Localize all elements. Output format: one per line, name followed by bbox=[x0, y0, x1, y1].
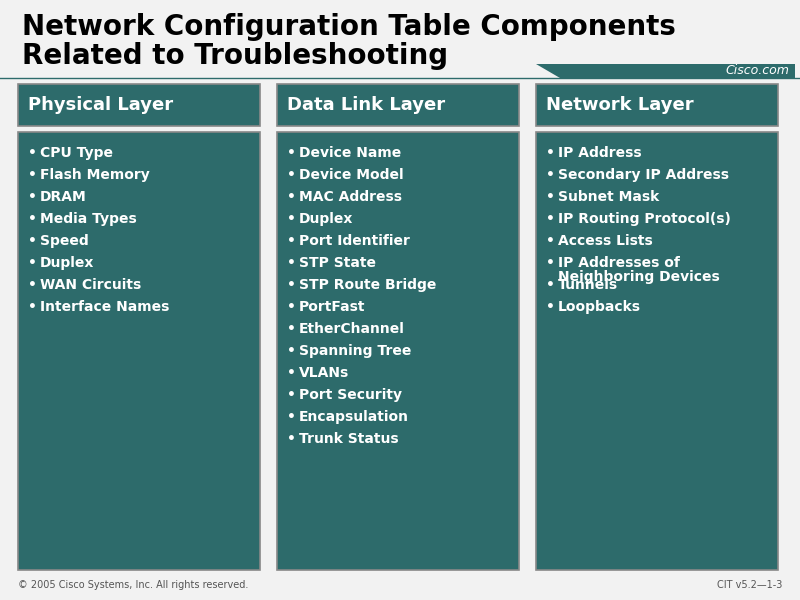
Text: •: • bbox=[546, 234, 555, 248]
Text: STP Route Bridge: STP Route Bridge bbox=[299, 278, 436, 292]
Text: Tunnels: Tunnels bbox=[558, 278, 618, 292]
Text: Data Link Layer: Data Link Layer bbox=[287, 96, 445, 114]
Text: Cisco.com: Cisco.com bbox=[725, 64, 789, 77]
Text: PortFast: PortFast bbox=[299, 300, 366, 314]
FancyBboxPatch shape bbox=[536, 84, 778, 126]
Text: Port Identifier: Port Identifier bbox=[299, 234, 410, 248]
Text: •: • bbox=[28, 234, 37, 248]
Text: •: • bbox=[28, 190, 37, 204]
Text: •: • bbox=[546, 300, 555, 314]
Text: •: • bbox=[287, 344, 296, 358]
Text: •: • bbox=[287, 146, 296, 160]
Text: •: • bbox=[287, 366, 296, 380]
FancyBboxPatch shape bbox=[277, 84, 519, 126]
Text: IP Routing Protocol(s): IP Routing Protocol(s) bbox=[558, 212, 731, 226]
Text: VLANs: VLANs bbox=[299, 366, 350, 380]
Text: WAN Circuits: WAN Circuits bbox=[40, 278, 142, 292]
Text: EtherChannel: EtherChannel bbox=[299, 322, 405, 336]
Text: •: • bbox=[546, 190, 555, 204]
Polygon shape bbox=[536, 64, 795, 78]
Text: •: • bbox=[546, 278, 555, 292]
FancyBboxPatch shape bbox=[18, 132, 260, 570]
Text: CPU Type: CPU Type bbox=[40, 146, 113, 160]
Text: •: • bbox=[287, 212, 296, 226]
Text: Secondary IP Address: Secondary IP Address bbox=[558, 168, 729, 182]
FancyBboxPatch shape bbox=[18, 84, 260, 126]
Text: Media Types: Media Types bbox=[40, 212, 137, 226]
Text: DRAM: DRAM bbox=[40, 190, 86, 204]
Text: •: • bbox=[287, 168, 296, 182]
Text: •: • bbox=[287, 300, 296, 314]
FancyBboxPatch shape bbox=[277, 132, 519, 570]
Text: •: • bbox=[28, 146, 37, 160]
Text: •: • bbox=[546, 212, 555, 226]
Text: IP Addresses of: IP Addresses of bbox=[558, 256, 680, 270]
Text: •: • bbox=[287, 322, 296, 336]
Text: Spanning Tree: Spanning Tree bbox=[299, 344, 411, 358]
Text: Speed: Speed bbox=[40, 234, 89, 248]
Text: Neighboring Devices: Neighboring Devices bbox=[558, 270, 720, 284]
Text: •: • bbox=[546, 256, 555, 270]
Text: Interface Names: Interface Names bbox=[40, 300, 170, 314]
Text: © 2005 Cisco Systems, Inc. All rights reserved.: © 2005 Cisco Systems, Inc. All rights re… bbox=[18, 580, 248, 590]
Text: •: • bbox=[28, 278, 37, 292]
Text: •: • bbox=[28, 168, 37, 182]
Text: Duplex: Duplex bbox=[299, 212, 354, 226]
Text: CIT v5.2—1-3: CIT v5.2—1-3 bbox=[717, 580, 782, 590]
Text: Access Lists: Access Lists bbox=[558, 234, 653, 248]
Text: •: • bbox=[287, 388, 296, 402]
Text: •: • bbox=[287, 410, 296, 424]
Text: •: • bbox=[287, 278, 296, 292]
Text: Port Security: Port Security bbox=[299, 388, 402, 402]
Text: Network Layer: Network Layer bbox=[546, 96, 694, 114]
Text: Device Model: Device Model bbox=[299, 168, 404, 182]
Text: Device Name: Device Name bbox=[299, 146, 402, 160]
Text: MAC Address: MAC Address bbox=[299, 190, 402, 204]
Text: •: • bbox=[28, 212, 37, 226]
Text: Encapsulation: Encapsulation bbox=[299, 410, 409, 424]
Text: •: • bbox=[546, 146, 555, 160]
FancyBboxPatch shape bbox=[536, 132, 778, 570]
Text: Physical Layer: Physical Layer bbox=[28, 96, 173, 114]
Text: Duplex: Duplex bbox=[40, 256, 94, 270]
Text: •: • bbox=[287, 190, 296, 204]
Text: IP Address: IP Address bbox=[558, 146, 642, 160]
Text: •: • bbox=[287, 234, 296, 248]
Text: Subnet Mask: Subnet Mask bbox=[558, 190, 659, 204]
Text: Related to Troubleshooting: Related to Troubleshooting bbox=[22, 42, 448, 70]
Text: STP State: STP State bbox=[299, 256, 376, 270]
Text: •: • bbox=[546, 168, 555, 182]
Text: •: • bbox=[28, 300, 37, 314]
Text: Network Configuration Table Components: Network Configuration Table Components bbox=[22, 13, 676, 41]
Text: •: • bbox=[28, 256, 37, 270]
Text: Trunk Status: Trunk Status bbox=[299, 432, 398, 446]
Text: Loopbacks: Loopbacks bbox=[558, 300, 641, 314]
Text: •: • bbox=[287, 256, 296, 270]
Text: Flash Memory: Flash Memory bbox=[40, 168, 150, 182]
Text: •: • bbox=[287, 432, 296, 446]
